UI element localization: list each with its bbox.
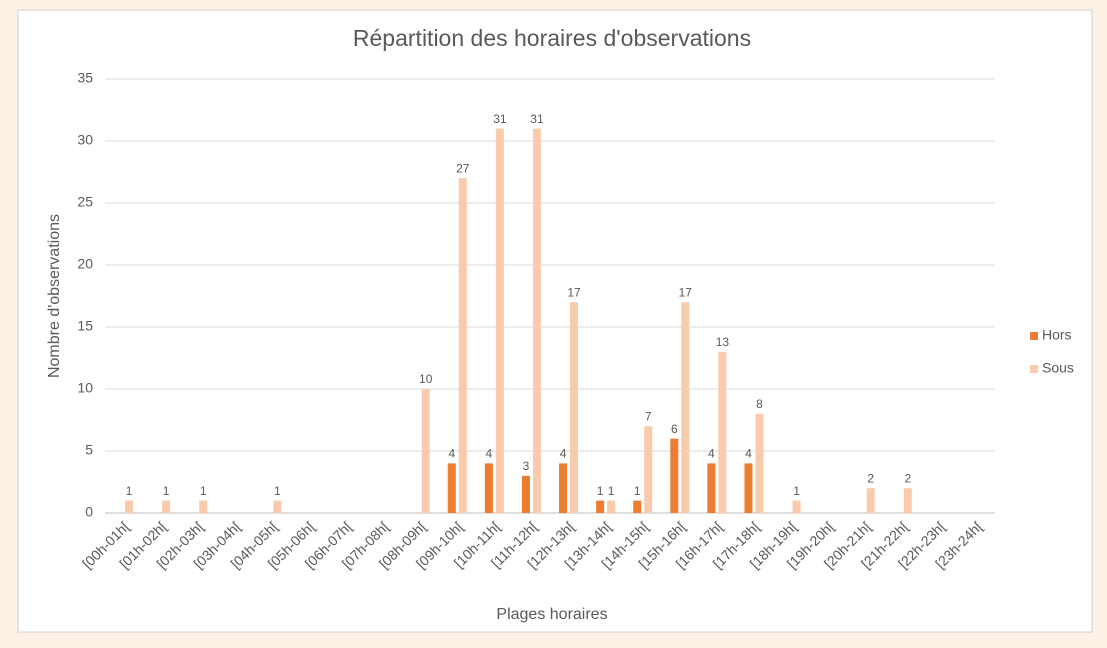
bar — [755, 413, 764, 513]
data-label: 1 — [274, 484, 281, 498]
legend-swatch — [1030, 332, 1038, 340]
data-label: 4 — [448, 447, 455, 461]
legend-label: Sous — [1042, 360, 1074, 376]
data-label: 31 — [530, 112, 544, 126]
data-label: 1 — [634, 484, 641, 498]
y-tick-label: 15 — [77, 318, 93, 334]
data-label: 10 — [419, 372, 433, 386]
data-label: 4 — [560, 447, 567, 461]
data-label: 13 — [716, 335, 730, 349]
bar — [447, 463, 456, 513]
data-label: 1 — [163, 484, 170, 498]
y-tick-label: 0 — [85, 504, 93, 520]
bar — [570, 302, 579, 513]
chart-area — [17, 9, 1093, 633]
bar — [273, 500, 282, 513]
data-label: 17 — [567, 285, 581, 299]
bar — [484, 463, 493, 513]
data-label: 7 — [645, 409, 652, 423]
bar — [532, 128, 541, 513]
data-label: 1 — [200, 484, 207, 498]
data-label: 6 — [671, 422, 678, 436]
bar — [458, 178, 467, 513]
bar — [633, 500, 642, 513]
bar — [596, 500, 605, 513]
bar — [644, 426, 653, 513]
x-axis-title: Plages horaires — [496, 606, 607, 623]
data-label: 27 — [456, 161, 470, 175]
bar — [670, 438, 679, 513]
bar — [125, 500, 134, 513]
legend-label: Hors — [1042, 327, 1072, 343]
bar — [607, 500, 616, 513]
data-label: 1 — [597, 484, 604, 498]
legend-swatch — [1030, 365, 1038, 373]
data-label: 17 — [679, 285, 693, 299]
bar — [707, 463, 716, 513]
data-label: 2 — [867, 471, 874, 485]
bar — [559, 463, 568, 513]
data-label: 2 — [904, 471, 911, 485]
bar — [744, 463, 753, 513]
data-label: 1 — [608, 484, 615, 498]
y-tick-label: 35 — [77, 70, 93, 86]
y-tick-label: 10 — [77, 380, 93, 396]
y-tick-label: 25 — [77, 194, 93, 210]
data-label: 1 — [793, 484, 800, 498]
data-label: 3 — [523, 459, 530, 473]
data-label: 4 — [486, 447, 493, 461]
y-tick-label: 5 — [85, 442, 93, 458]
data-label: 4 — [708, 447, 715, 461]
bar — [495, 128, 504, 513]
bar — [792, 500, 801, 513]
bar — [162, 500, 171, 513]
bar — [521, 475, 530, 513]
data-label: 8 — [756, 397, 763, 411]
bar — [718, 351, 727, 513]
y-axis-title: Nombre d'observations — [46, 214, 63, 378]
bar — [681, 302, 690, 513]
bar — [866, 488, 875, 513]
data-label: 4 — [745, 447, 752, 461]
bar — [199, 500, 208, 513]
y-tick-label: 30 — [77, 132, 93, 148]
chart-title: Répartition des horaires d'observations — [353, 25, 751, 51]
data-label: 31 — [493, 112, 507, 126]
y-tick-label: 20 — [77, 256, 93, 272]
data-label: 1 — [126, 484, 133, 498]
bar — [903, 488, 912, 513]
bar — [421, 389, 430, 513]
